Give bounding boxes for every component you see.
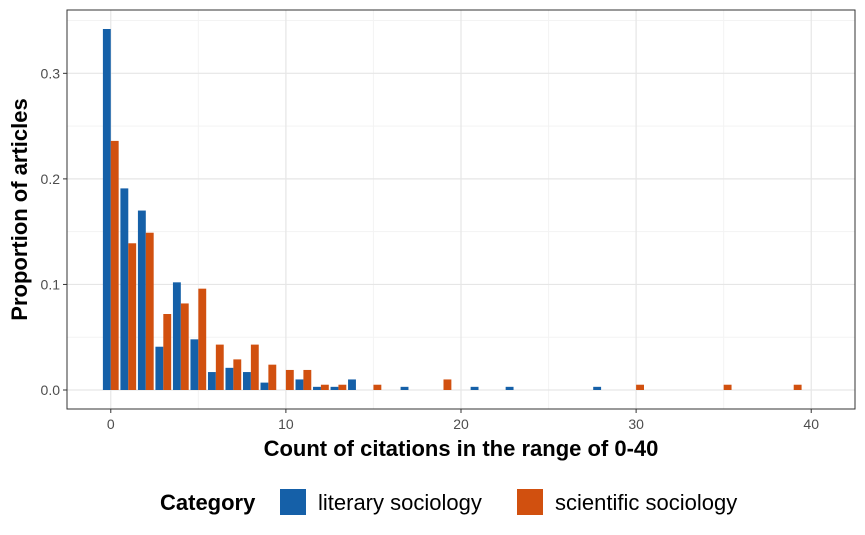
y-tick-label: 0.3 (41, 65, 61, 81)
bar-scientific-sociology-9 (268, 364, 277, 390)
bar-literary-sociology-14 (348, 379, 356, 390)
bar-scientific-sociology-12 (320, 384, 329, 390)
bar-scientific-sociology-2 (145, 232, 154, 390)
bar-scientific-sociology-6 (215, 344, 224, 390)
bar-literary-sociology-5 (190, 339, 199, 390)
x-tick-label: 30 (628, 416, 644, 432)
bars (102, 29, 802, 390)
legend-swatch-literary-sociology (280, 489, 306, 515)
bar-scientific-sociology-30 (636, 384, 644, 390)
bar-scientific-sociology-39 (793, 384, 802, 390)
bar-scientific-sociology-4 (180, 303, 189, 390)
legend-label-scientific-sociology: scientific sociology (555, 490, 737, 515)
bar-scientific-sociology-3 (163, 314, 172, 390)
bar-scientific-sociology-19 (443, 379, 452, 390)
bar-scientific-sociology-5 (198, 288, 207, 390)
bar-scientific-sociology-13 (338, 384, 347, 390)
bar-literary-sociology-17 (400, 386, 409, 390)
bar-literary-sociology-23 (505, 386, 514, 390)
bar-scientific-sociology-0 (110, 140, 119, 390)
bar-literary-sociology-9 (260, 382, 269, 390)
bar-literary-sociology-0 (102, 29, 111, 390)
bar-literary-sociology-6 (207, 372, 216, 390)
bar-literary-sociology-1 (120, 188, 129, 390)
bar-scientific-sociology-1 (128, 243, 137, 390)
bar-literary-sociology-4 (172, 282, 181, 390)
bar-literary-sociology-3 (155, 346, 164, 390)
bar-literary-sociology-21 (470, 386, 479, 390)
bar-literary-sociology-11 (295, 379, 304, 390)
bar-scientific-sociology-10 (285, 369, 294, 390)
bar-literary-sociology-13 (330, 386, 339, 390)
bar-literary-sociology-12 (313, 386, 321, 390)
x-tick-label: 0 (107, 416, 115, 432)
y-tick-label: 0.2 (41, 171, 61, 187)
bar-scientific-sociology-7 (233, 359, 242, 390)
y-axis-title: Proportion of articles (7, 98, 32, 320)
x-tick-label: 20 (453, 416, 469, 432)
bar-literary-sociology-8 (242, 372, 251, 390)
bar-literary-sociology-28 (593, 386, 602, 390)
x-axis-title: Count of citations in the range of 0-40 (264, 436, 659, 461)
bar-scientific-sociology-35 (723, 384, 732, 390)
legend-title: Category (160, 490, 256, 515)
bar-scientific-sociology-15 (373, 384, 382, 390)
bar-literary-sociology-2 (137, 210, 146, 390)
y-tick-label: 0.0 (41, 382, 61, 398)
legend-swatch-scientific-sociology (517, 489, 543, 515)
axes: 0 10 20 30 40 0.0 0.1 0.2 0.3 (41, 65, 820, 432)
x-tick-label: 40 (803, 416, 819, 432)
legend-label-literary-sociology: literary sociology (318, 490, 482, 515)
bar-literary-sociology-7 (225, 367, 234, 390)
x-tick-label: 10 (278, 416, 294, 432)
legend: Category literary sociology scientific s… (160, 489, 737, 515)
bar-scientific-sociology-11 (303, 369, 312, 390)
y-tick-label: 0.1 (41, 276, 61, 292)
bar-scientific-sociology-8 (250, 344, 259, 390)
